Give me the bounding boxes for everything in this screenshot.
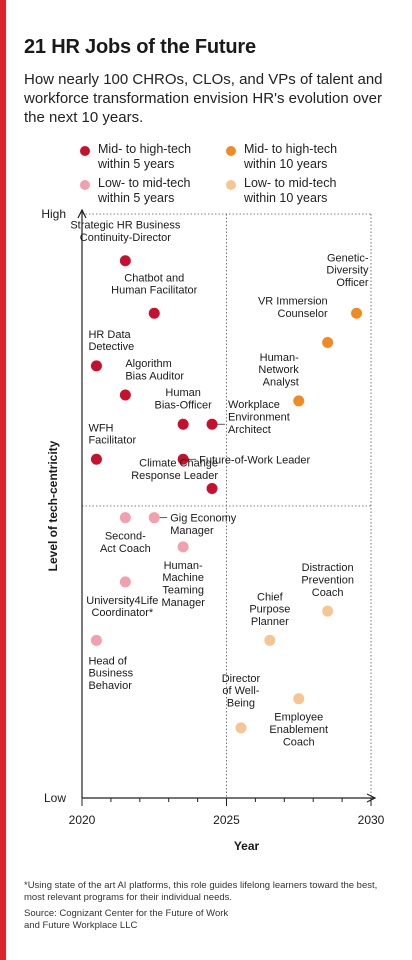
y-axis-arrow bbox=[77, 208, 87, 219]
data-point bbox=[293, 693, 305, 705]
chart-subtitle: How nearly 100 CHROs, CLOs, and VPs of t… bbox=[24, 71, 383, 126]
point-label: Climate Change Response Leader bbox=[131, 457, 218, 481]
chart-title: 21 HR Jobs of the Future bbox=[24, 36, 256, 58]
point-label: Head of Business Behavior bbox=[88, 655, 133, 692]
data-point bbox=[90, 634, 102, 646]
point-label: Distraction Prevention Coach bbox=[301, 562, 354, 599]
point-label: Director of Well-Being bbox=[222, 673, 261, 710]
point-label: Gig Economy Manager bbox=[170, 513, 237, 537]
data-point bbox=[206, 418, 218, 430]
axes-layer: 2020 2025 2030 High Low Year Level of tech-cen… bbox=[41, 207, 384, 853]
data-point bbox=[177, 453, 189, 465]
data-point bbox=[322, 605, 334, 617]
x-tick-label: 2030 bbox=[358, 813, 385, 827]
point-label: Workplace Environment Architect bbox=[228, 399, 290, 436]
point-label: Human-Network Analyst bbox=[258, 352, 299, 389]
y-tick-label-high: High bbox=[41, 207, 66, 221]
scatter-chart: 2020 2025 2030 High Low Year Level of tech-cen… bbox=[41, 207, 384, 853]
data-point bbox=[90, 360, 102, 372]
x-tick-label: 2020 bbox=[69, 813, 96, 827]
data-point bbox=[119, 389, 131, 401]
data-point bbox=[351, 307, 363, 319]
point-label: Genetic-Diversity Officer bbox=[326, 252, 369, 289]
point-label: VR Immersion Counselor bbox=[258, 295, 328, 319]
data-point bbox=[148, 512, 160, 524]
point-label: WFH Facilitator bbox=[88, 422, 136, 446]
point-label: HR Data Detective bbox=[88, 329, 134, 353]
x-tick-label: 2025 bbox=[213, 813, 240, 827]
point-label: University4Life Coordinator* bbox=[86, 595, 158, 619]
point-label: Future-of-Work Leader bbox=[199, 454, 310, 466]
footnote: *Using state of the art AI platforms, th… bbox=[24, 880, 378, 903]
accent-bar bbox=[0, 0, 6, 960]
point-label: Strategic HR Business Continuity-Director bbox=[70, 220, 181, 244]
y-tick-label-low: Low bbox=[44, 791, 66, 805]
data-point bbox=[235, 722, 247, 734]
data-point bbox=[177, 418, 189, 430]
source-note: Source: Cognizant Center for the Future … bbox=[24, 908, 229, 931]
point-label: Human Bias-Officer bbox=[155, 387, 213, 411]
data-point bbox=[206, 482, 218, 494]
point-label: Second-Act Coach bbox=[100, 531, 151, 555]
data-point bbox=[119, 576, 131, 588]
marks-layer: Strategic HR Business Continuity-Director… bbox=[70, 220, 369, 749]
data-point bbox=[322, 336, 334, 348]
point-label: Algorithm Bias Auditor bbox=[125, 358, 184, 382]
data-point bbox=[119, 512, 131, 524]
point-label: Employee Enablement Coach bbox=[269, 712, 328, 749]
y-axis-title: Level of tech-centricity bbox=[46, 440, 60, 571]
point-label: Human-Machine Teaming Manager bbox=[161, 560, 205, 609]
data-point bbox=[148, 307, 160, 319]
x-axis-arrow bbox=[366, 793, 377, 803]
data-point bbox=[119, 255, 131, 267]
data-point bbox=[90, 453, 102, 465]
x-axis-title: Year bbox=[234, 839, 260, 853]
data-point bbox=[264, 634, 276, 646]
point-label: Chatbot and Human Facilitator bbox=[111, 272, 198, 296]
data-point bbox=[293, 395, 305, 407]
data-point bbox=[177, 541, 189, 553]
point-label: Chief Purpose Planner bbox=[249, 591, 290, 628]
